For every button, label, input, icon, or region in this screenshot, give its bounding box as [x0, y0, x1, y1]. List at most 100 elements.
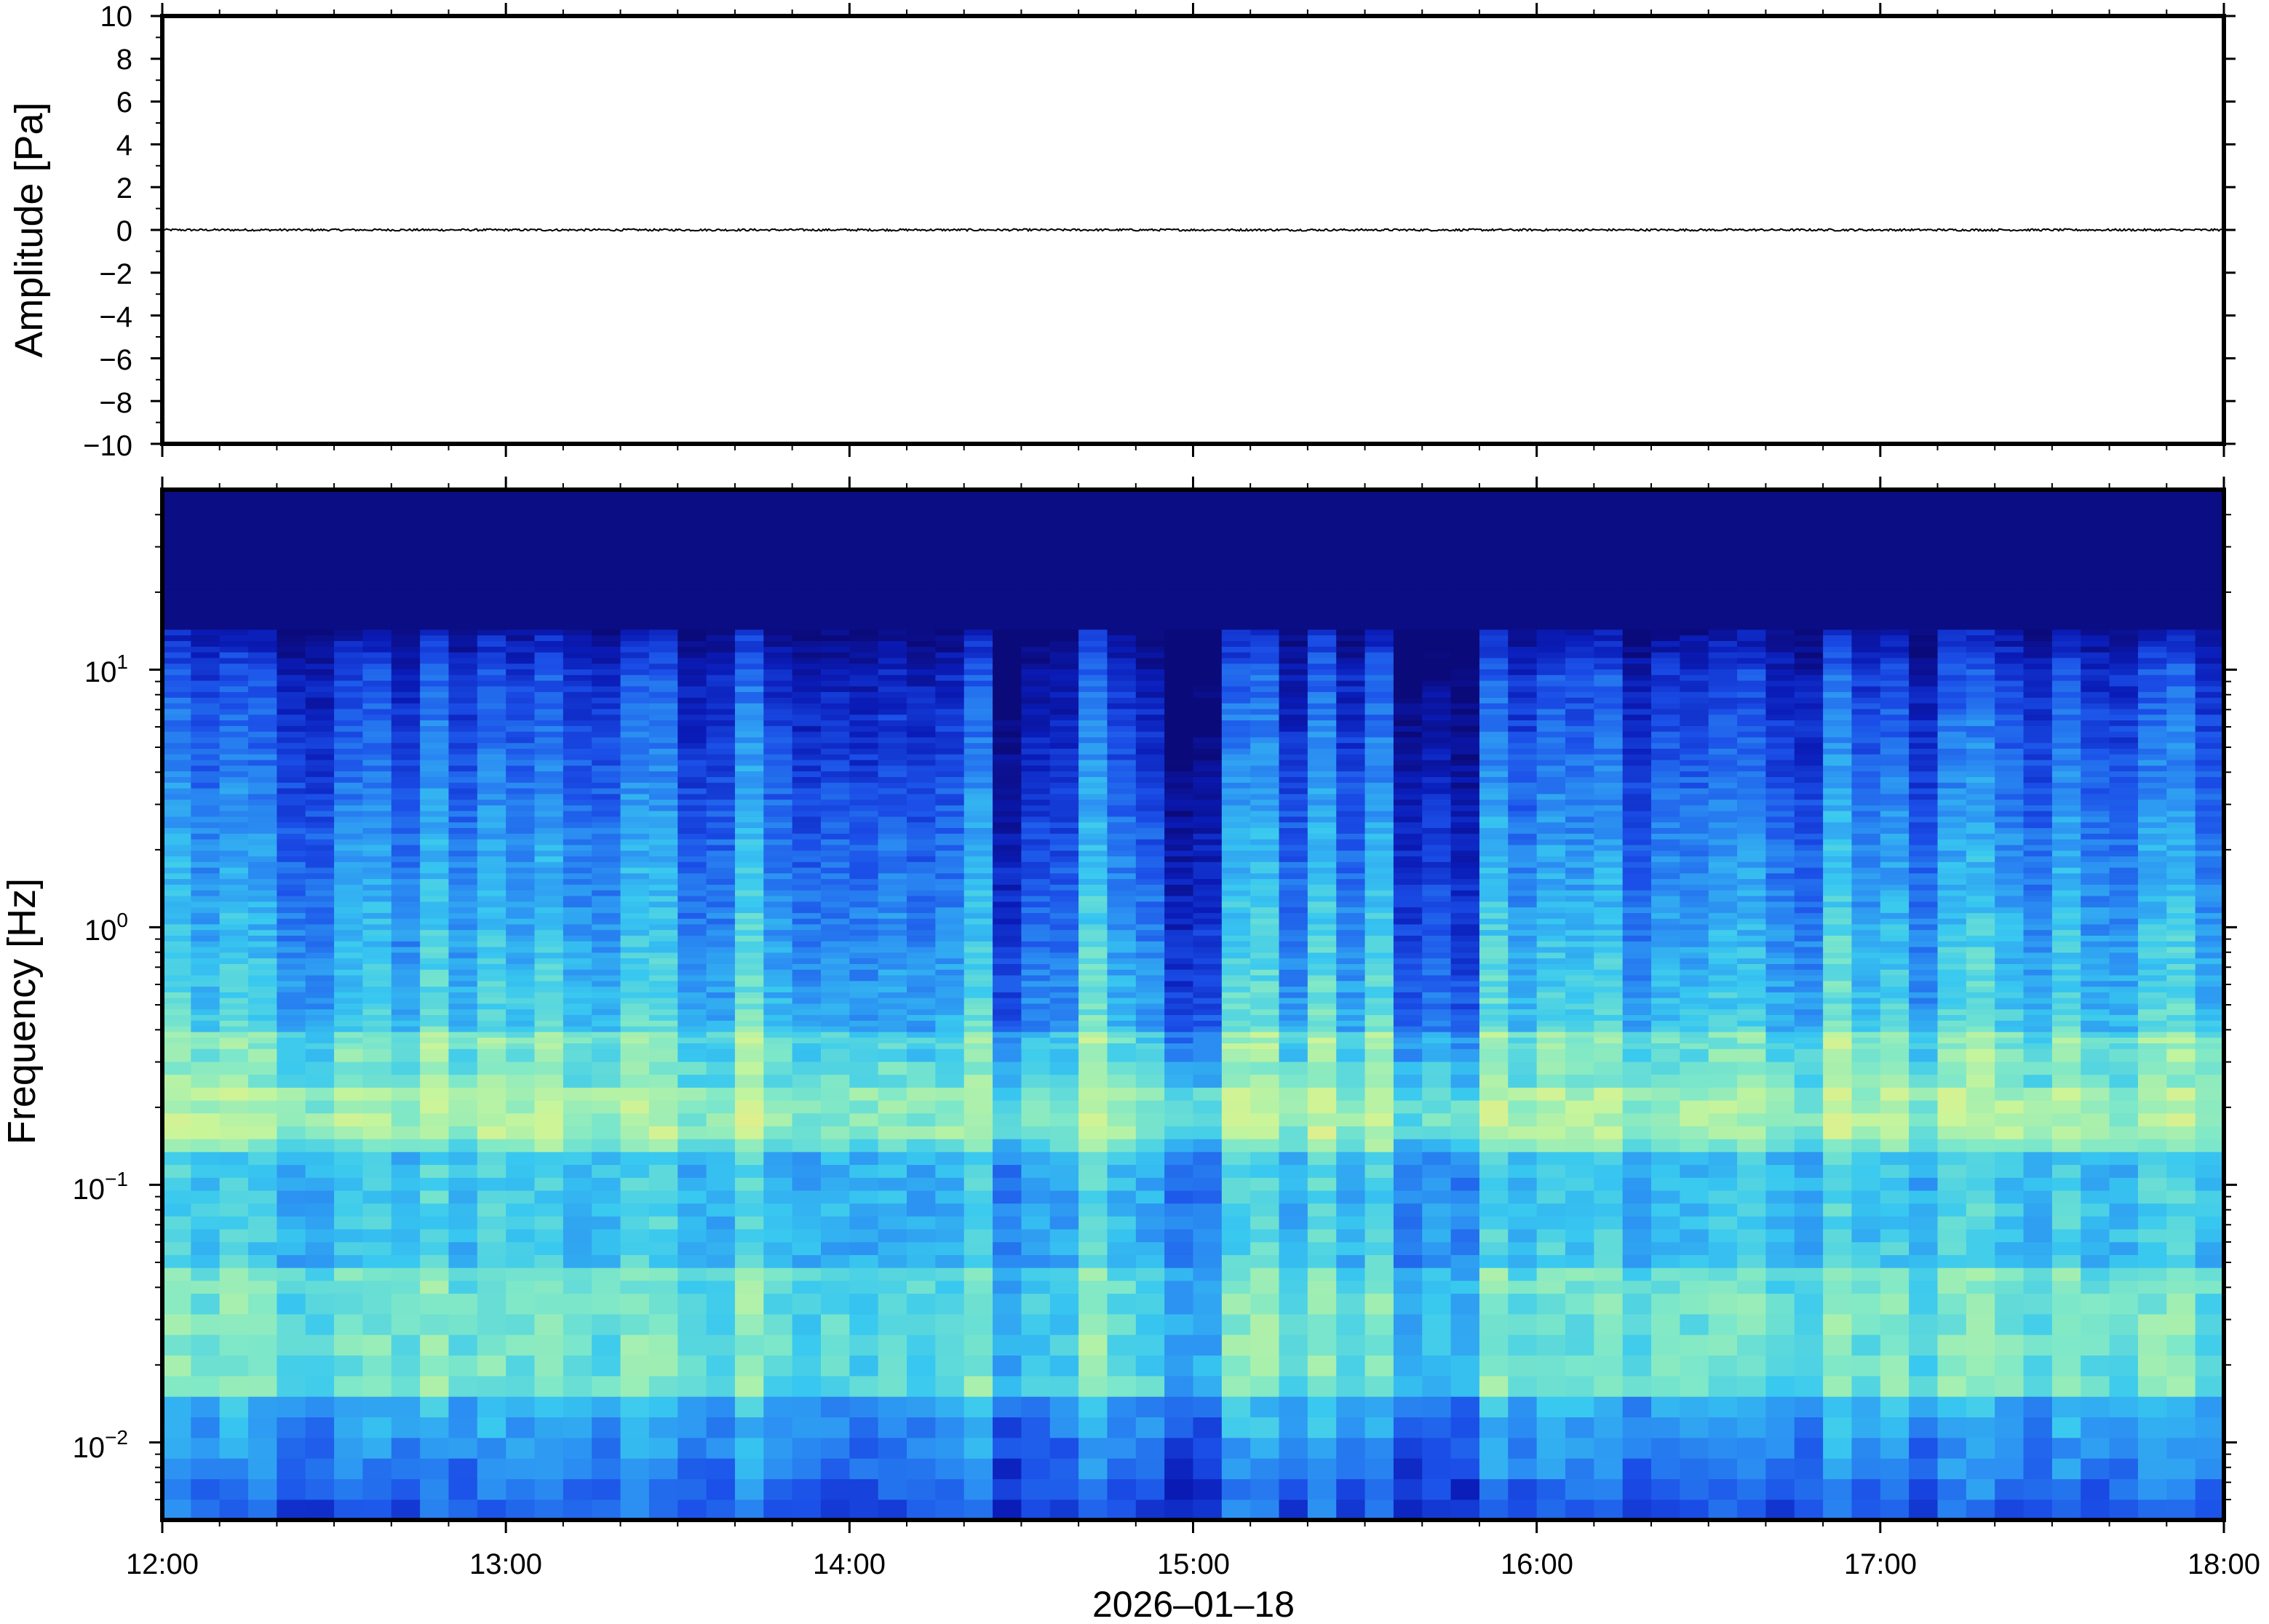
spectrogram-cell	[935, 1241, 965, 1255]
spectrogram-cell	[1135, 850, 1165, 856]
spectrogram-cell	[907, 1003, 936, 1010]
spectrogram-cell	[763, 1043, 793, 1049]
spectrogram-cell	[563, 1061, 592, 1075]
spectrogram-cell	[935, 1043, 965, 1049]
spectrogram-cell	[1135, 980, 1165, 987]
spectrogram-cell	[734, 572, 764, 579]
spectrogram-cell	[993, 748, 1022, 755]
spectrogram-cell	[1193, 555, 1223, 562]
spectrogram-cell	[1250, 1396, 1280, 1417]
spectrogram-cell	[162, 600, 191, 608]
spectrogram-cell	[993, 1267, 1022, 1281]
spectrogram-cell	[334, 720, 364, 726]
spectrogram-cell	[1107, 606, 1137, 613]
spectrogram-cell	[820, 821, 850, 829]
spectrogram-cell	[592, 1074, 621, 1088]
spectrogram-cell	[1049, 578, 1079, 585]
spectrogram-cell	[849, 861, 879, 868]
spectrogram-cell	[1221, 527, 1251, 534]
spectrogram-cell	[820, 504, 850, 511]
spectrogram-cell	[592, 510, 621, 517]
spectrogram-cell	[935, 697, 965, 704]
spectrogram-cell	[1193, 895, 1223, 902]
spectrogram-cell	[792, 736, 822, 744]
spectrogram-cell	[534, 1037, 564, 1043]
spectrogram-cell	[448, 1437, 478, 1459]
spectrogram-cell	[391, 1126, 421, 1139]
spectrogram-cell	[993, 504, 1022, 511]
spectrogram-cell	[1164, 657, 1194, 664]
spectrogram-cell	[448, 510, 478, 517]
spectrogram-cell	[792, 538, 822, 545]
spectrogram-cell	[849, 811, 879, 817]
spectrogram-cell	[820, 816, 850, 823]
spectrogram-cell	[677, 1228, 707, 1243]
spectrogram-cell	[362, 1048, 392, 1062]
spectrogram-cell	[248, 1048, 277, 1062]
spectrogram-cell	[677, 748, 707, 755]
spectrogram-cell	[935, 947, 965, 953]
spectrogram-cell	[277, 1293, 306, 1315]
spectrogram-cell	[506, 549, 536, 557]
spectrogram-cell	[1135, 963, 1165, 970]
spectrogram-cell	[648, 969, 678, 976]
spectrogram-cell	[534, 640, 564, 647]
spectrogram-cell	[506, 1417, 536, 1438]
spectrogram-cell	[1107, 691, 1137, 698]
spectrogram-cell	[1078, 929, 1108, 936]
spectrogram-cell	[1221, 799, 1251, 805]
spectrogram-cell	[820, 1112, 850, 1126]
spectrogram-cell	[592, 624, 621, 630]
spectrogram-cell	[305, 572, 335, 579]
spectrogram-cell	[878, 901, 907, 908]
spectrogram-cell	[448, 624, 478, 630]
spectrogram-cell	[907, 947, 936, 953]
spectrogram-cell	[734, 980, 764, 987]
spectrogram-cell	[993, 516, 1022, 522]
spectrogram-cell	[1021, 759, 1051, 766]
spectrogram-cell	[1049, 1087, 1079, 1101]
spectrogram-cell	[592, 731, 621, 738]
spectrogram-cell	[534, 805, 564, 811]
spectrogram-cell	[277, 736, 306, 744]
spectrogram-cell	[1107, 1112, 1137, 1126]
spectrogram-cell	[277, 1037, 306, 1043]
spectrogram-cell	[305, 986, 335, 992]
spectrogram-cell	[305, 856, 335, 862]
spectrogram-cell	[993, 867, 1022, 874]
spectrogram-cell	[277, 1020, 306, 1027]
spectrogram-cell	[878, 1177, 907, 1191]
spectrogram-cell	[305, 1334, 335, 1356]
spectrogram-cell	[448, 572, 478, 579]
spectrogram-cell	[477, 1126, 506, 1139]
spectrogram-cell	[1107, 527, 1137, 534]
spectrogram-cell	[592, 691, 621, 698]
spectrogram-cell	[1107, 1355, 1137, 1377]
spectrogram-cell	[792, 935, 822, 942]
spectrogram-cell	[563, 669, 592, 675]
spectrogram-cell	[734, 771, 764, 777]
spectrogram-cell	[1221, 1151, 1251, 1166]
spectrogram-cell	[305, 895, 335, 902]
spectrogram-cell	[362, 1216, 392, 1230]
spectrogram-cell	[849, 1003, 879, 1010]
spectrogram-cell	[1193, 923, 1223, 931]
spectrogram-cell	[420, 549, 450, 557]
spectrogram-cell	[963, 929, 993, 936]
spectrogram-cell	[1221, 771, 1251, 777]
spectrogram-cell	[305, 1008, 335, 1016]
spectrogram-cell	[248, 1099, 277, 1114]
spectrogram-cell	[448, 685, 478, 693]
spectrogram-cell	[277, 669, 306, 675]
spectrogram-cell	[1135, 589, 1165, 596]
spectrogram-cell	[963, 827, 993, 834]
spectrogram-cell	[993, 963, 1022, 970]
spectrogram-cell	[305, 787, 335, 795]
spectrogram-cell	[563, 963, 592, 970]
spectrogram-cell	[162, 555, 191, 562]
spectrogram-cell	[534, 498, 564, 506]
spectrogram-cell	[620, 1417, 650, 1438]
amp-tick-label-0: 0	[116, 215, 132, 247]
spectrogram-cell	[1164, 624, 1194, 630]
spectrogram-cell	[792, 572, 822, 579]
